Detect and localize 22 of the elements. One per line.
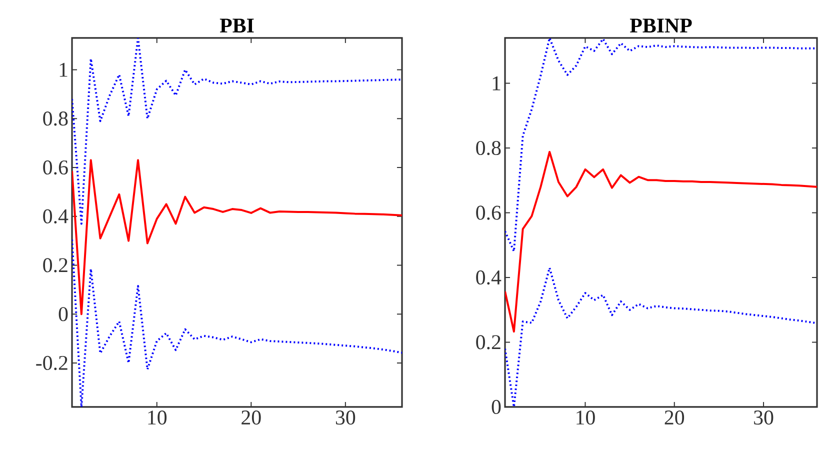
y-tick-label: 0 bbox=[58, 307, 68, 322]
chart-title: PBINP bbox=[630, 18, 692, 32]
x-tick-label: 20 bbox=[664, 410, 684, 425]
y-tick-label: 0.8 bbox=[476, 140, 501, 156]
y-tick-label: 1 bbox=[60, 62, 68, 77]
x-tick-label: 30 bbox=[336, 410, 356, 425]
y-tick-label: 0.4 bbox=[43, 209, 68, 224]
y-tick-label: 0.4 bbox=[476, 270, 502, 285]
line-series bbox=[72, 38, 402, 225]
y-tick-label: 0.2 bbox=[476, 335, 500, 350]
x-tick-label: 10 bbox=[148, 410, 167, 425]
y-tick-label: 0.8 bbox=[43, 112, 68, 126]
x-tick-label: 20 bbox=[242, 410, 261, 425]
y-tick-label: 0.6 bbox=[43, 160, 68, 175]
x-tick-label: 10 bbox=[576, 410, 595, 425]
chart-title: PBI bbox=[220, 18, 254, 32]
y-tick-label: 1 bbox=[492, 76, 500, 90]
y-tick-label: 0 bbox=[492, 400, 501, 414]
y-tick-label: -0.2 bbox=[36, 356, 68, 370]
y-tick-label: 0.6 bbox=[476, 206, 501, 220]
y-tick-label: 0.2 bbox=[43, 258, 68, 272]
x-tick-label: 30 bbox=[754, 410, 774, 425]
